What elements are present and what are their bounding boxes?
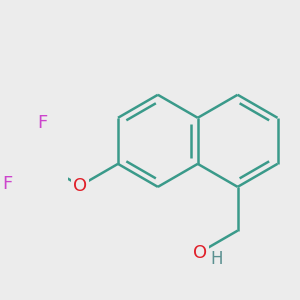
Text: O: O bbox=[73, 177, 87, 195]
Text: H: H bbox=[211, 250, 223, 268]
Text: O: O bbox=[193, 244, 207, 262]
Text: F: F bbox=[37, 114, 47, 132]
Text: F: F bbox=[2, 175, 12, 193]
